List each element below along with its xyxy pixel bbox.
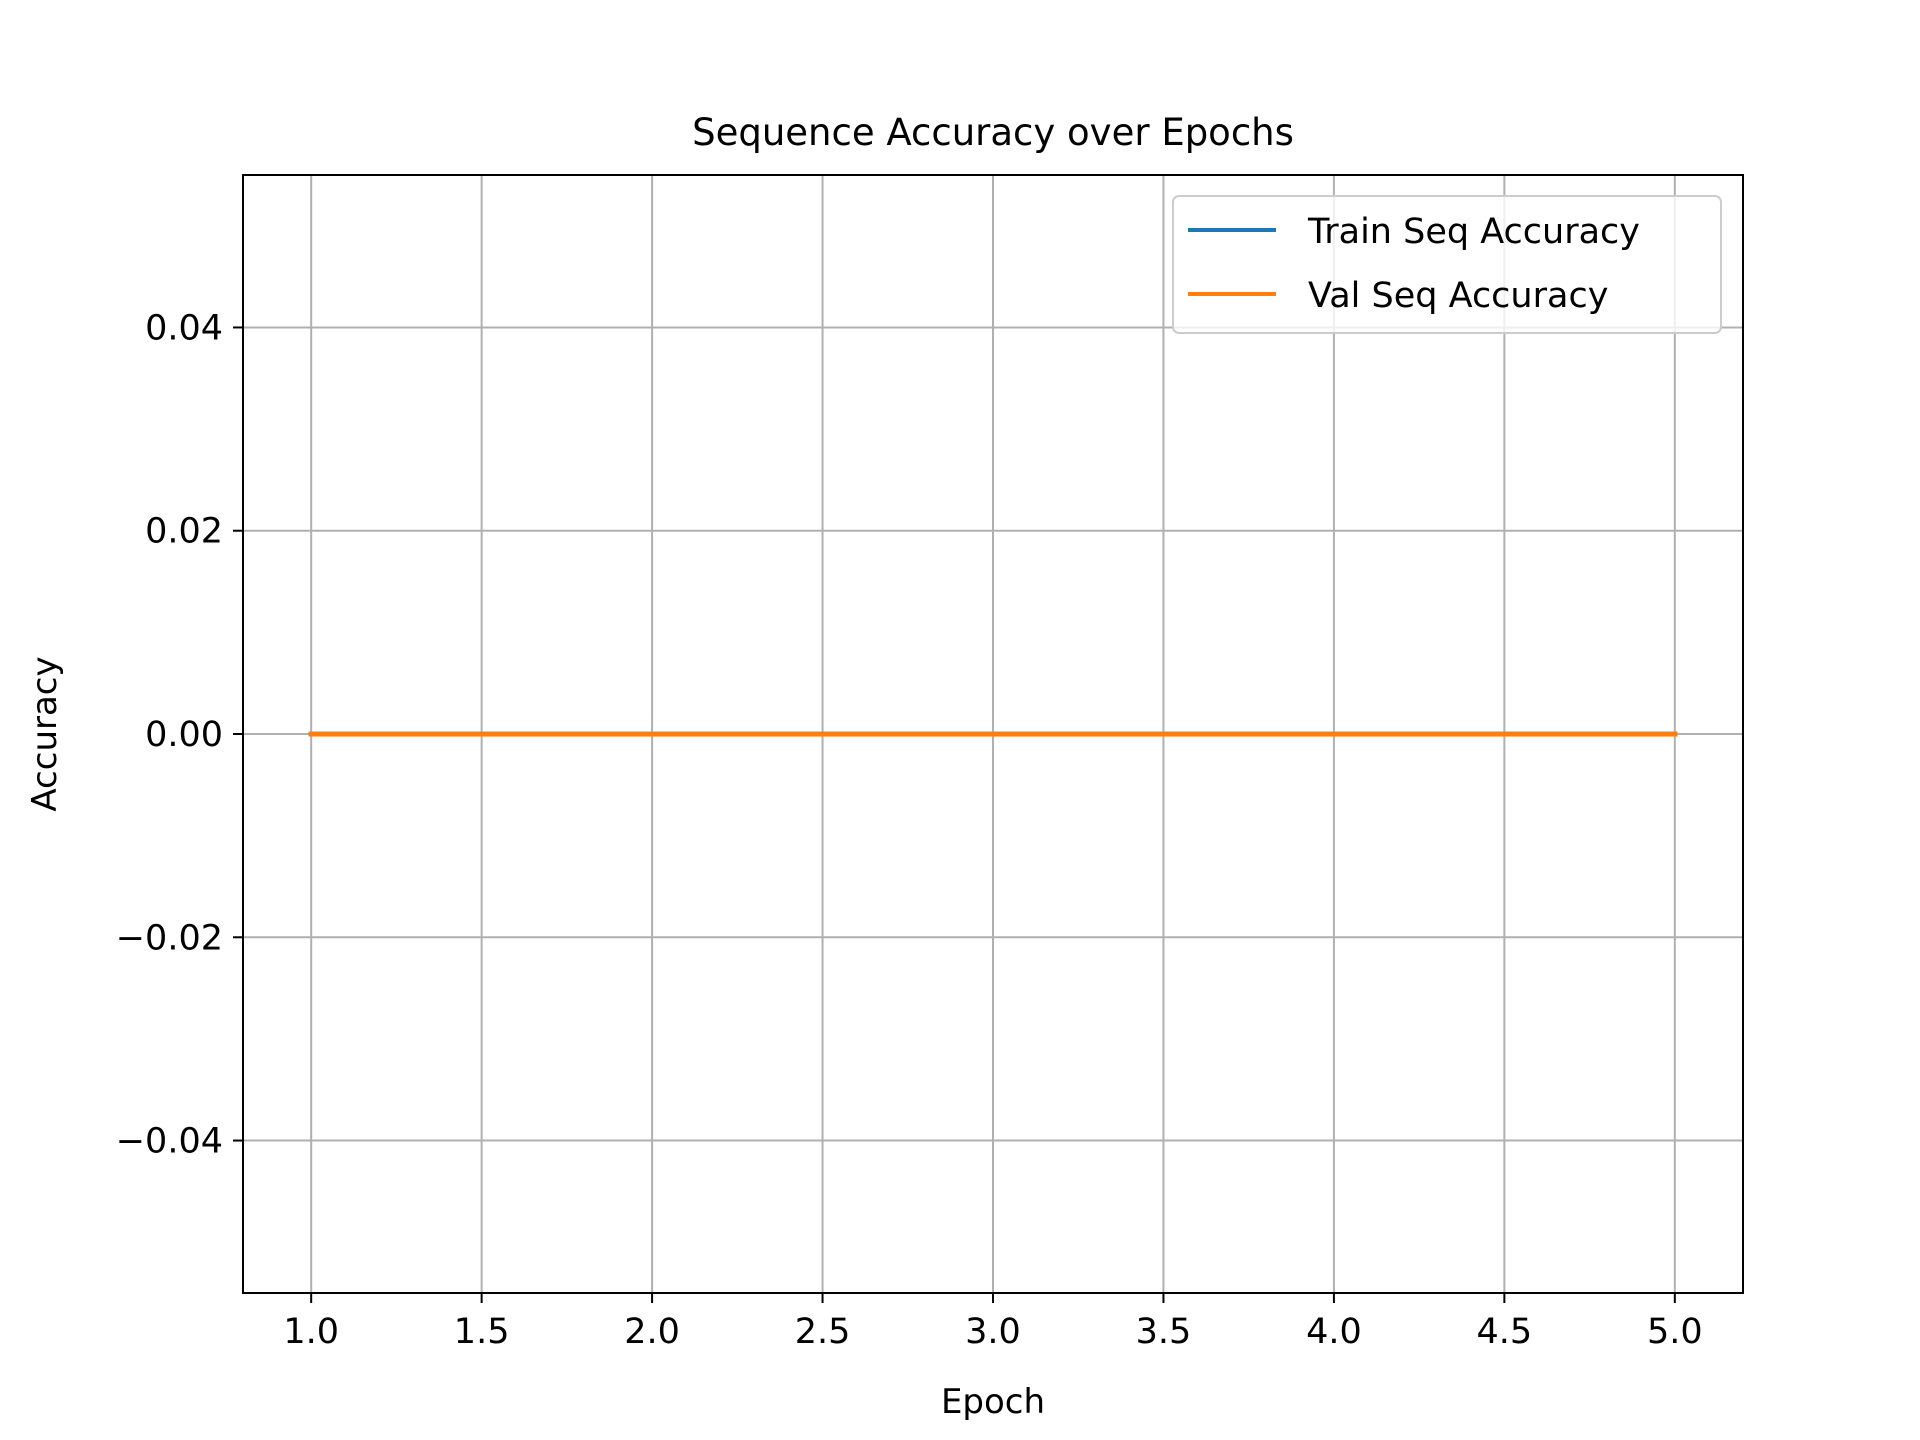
x-axis-label: Epoch <box>941 1382 1045 1422</box>
x-axis-ticks: 1.0 1.5 2.0 2.5 3.0 3.5 4.0 4.5 5.0 <box>283 1293 1703 1352</box>
x-tick-label: 1.5 <box>454 1312 510 1352</box>
y-axis-label: Accuracy <box>25 656 65 811</box>
x-tick-label: 2.0 <box>624 1312 680 1352</box>
legend-box <box>1172 195 1722 334</box>
x-tick-label: 3.5 <box>1136 1312 1192 1352</box>
legend-label-train: Train Seq Accuracy <box>1307 212 1640 252</box>
y-tick-label: 0.02 <box>145 512 223 552</box>
legend-label-val: Val Seq Accuracy <box>1308 276 1608 316</box>
x-tick-label: 1.0 <box>283 1312 339 1352</box>
y-tick-label: 0.00 <box>145 715 223 755</box>
y-tick-label: 0.04 <box>145 308 223 348</box>
y-axis-ticks: 0.04 0.02 0.00 −0.02 −0.04 <box>116 308 243 1162</box>
x-tick-label: 4.0 <box>1306 1312 1362 1352</box>
y-tick-label: −0.04 <box>116 1122 223 1162</box>
legend: Train Seq Accuracy Val Seq Accuracy <box>1172 195 1722 334</box>
x-tick-label: 3.0 <box>965 1312 1021 1352</box>
y-tick-label: −0.02 <box>116 918 223 958</box>
x-tick-label: 4.5 <box>1477 1312 1533 1352</box>
x-tick-label: 5.0 <box>1647 1312 1703 1352</box>
x-tick-label: 2.5 <box>795 1312 851 1352</box>
chart-title: Sequence Accuracy over Epochs <box>692 111 1294 154</box>
